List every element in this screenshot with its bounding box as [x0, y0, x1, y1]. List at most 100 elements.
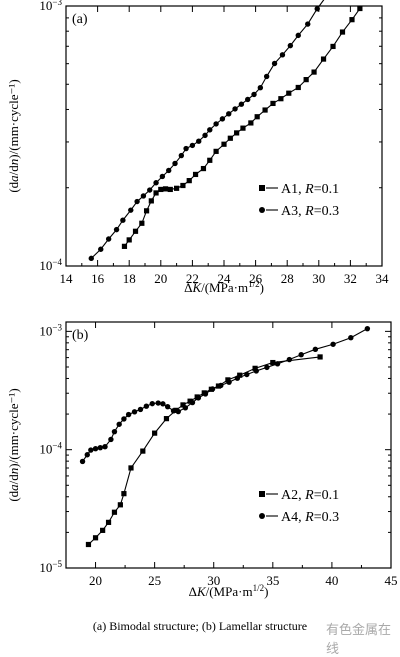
y-axis-label: (da/dn)/(mm·cycle⁻¹) [6, 388, 21, 501]
data-point-square [286, 90, 292, 96]
data-point-square [295, 84, 301, 91]
x-tick-label: 16 [91, 271, 105, 286]
data-point-circle [98, 246, 104, 252]
y-tick-label: 10−5 [39, 559, 62, 575]
data-point-circle [121, 416, 127, 422]
chart-panel-a: 14 16 18 20 22 24 26 28 30 32 34 10−3 10−4 (a) ΔK/(MPa… [6, 0, 389, 295]
watermark-text: 有色金属在线 [326, 623, 392, 657]
data-point-square [162, 186, 169, 192]
data-point-circle [111, 428, 118, 435]
data-point-square [262, 107, 268, 113]
series-a3: A3, R=0.3 [88, 0, 339, 262]
data-point-circle [120, 217, 126, 223]
x-tick-label: 28 [281, 271, 294, 286]
data-point-square [240, 125, 246, 131]
data-point-circle [264, 364, 270, 371]
data-point-circle [274, 361, 281, 367]
data-point-circle [213, 121, 219, 127]
data-point-circle [253, 368, 259, 374]
data-point-square [270, 359, 276, 366]
data-point-square [152, 430, 158, 436]
data-point-square [357, 5, 363, 12]
panel-label: (b) [72, 328, 89, 343]
data-point-square [121, 243, 128, 249]
data-point-square [187, 398, 193, 404]
data-point-circle [305, 21, 311, 27]
data-point-square [117, 502, 123, 508]
data-point-circle [105, 236, 112, 242]
data-point-square [303, 77, 309, 83]
data-point-circle [330, 341, 336, 347]
data-point-square [270, 100, 276, 107]
data-point-circle [251, 91, 257, 98]
data-point-circle [257, 85, 264, 91]
data-point-circle [102, 443, 108, 450]
data-point-circle [147, 187, 153, 193]
data-point-square [148, 198, 154, 204]
x-tick-label: 14 [60, 271, 74, 286]
data-point-square [200, 165, 207, 172]
data-point-square [311, 69, 317, 75]
legend-label: A4, R=0.3 [281, 510, 339, 525]
data-point-circle [125, 411, 132, 418]
data-point-square [180, 182, 186, 189]
x-tick-label: 20 [154, 271, 167, 286]
data-point-circle [244, 371, 250, 378]
data-point-circle [195, 395, 202, 401]
panel-label: (a) [72, 12, 88, 27]
data-point-circle [226, 111, 232, 117]
data-point-square [254, 114, 260, 120]
data-point-circle [143, 403, 150, 409]
x-tick-label: 34 [376, 271, 390, 286]
x-tick-label: 24 [218, 271, 232, 286]
data-point-circle [189, 399, 196, 406]
x-tick-label: 45 [385, 573, 398, 588]
data-point-circle [160, 401, 166, 407]
data-point-circle [189, 142, 196, 149]
data-point-square [221, 141, 227, 147]
data-point-circle [92, 445, 99, 452]
data-point-square [105, 519, 112, 525]
data-point-circle [207, 127, 213, 133]
data-point-circle [234, 375, 241, 381]
x-tick-label: 18 [123, 271, 136, 286]
data-point-square [132, 228, 139, 234]
series-a2: A2, R=0.1 [85, 354, 339, 548]
data-point-circle [172, 160, 178, 167]
data-point-circle [364, 325, 371, 332]
data-point-circle [155, 400, 161, 406]
data-point-circle [182, 405, 189, 411]
data-point-circle [263, 73, 270, 80]
x-axis-label: ΔK/(MPa·m1/2) [184, 279, 264, 295]
data-point-circle [232, 106, 238, 112]
y-tick-label: 10−4 [39, 257, 62, 273]
data-point-square [121, 491, 127, 497]
series-line [82, 328, 368, 462]
data-point-circle [149, 400, 155, 407]
data-point-square [186, 178, 192, 184]
data-point-square [320, 56, 327, 62]
data-point-circle [271, 60, 278, 67]
x-tick-label: 26 [249, 271, 263, 286]
data-point-circle [219, 116, 226, 122]
data-point-square [85, 541, 92, 548]
y-tick-label: 10−4 [39, 441, 62, 457]
data-point-square [237, 372, 243, 378]
data-point-circle [175, 408, 181, 415]
data-point-square [349, 17, 355, 23]
data-point-circle [226, 379, 232, 385]
data-point-circle [113, 226, 120, 233]
data-point-circle [202, 132, 208, 139]
plot-frame [65, 321, 392, 569]
y-axis-label: (da/dn)/(mm·cycle⁻¹) [6, 79, 21, 192]
data-point-square [100, 527, 106, 533]
series-a4: A4, R=0.3 [79, 325, 371, 525]
x-tick-label: 25 [148, 573, 161, 588]
data-point-square [92, 535, 99, 541]
data-point-circle [196, 138, 202, 144]
legend-label: A1, R=0.1 [281, 182, 339, 197]
x-tick-label: 30 [312, 271, 325, 286]
data-point-square [227, 135, 233, 141]
data-point-circle [183, 145, 189, 152]
data-point-circle [108, 436, 114, 443]
